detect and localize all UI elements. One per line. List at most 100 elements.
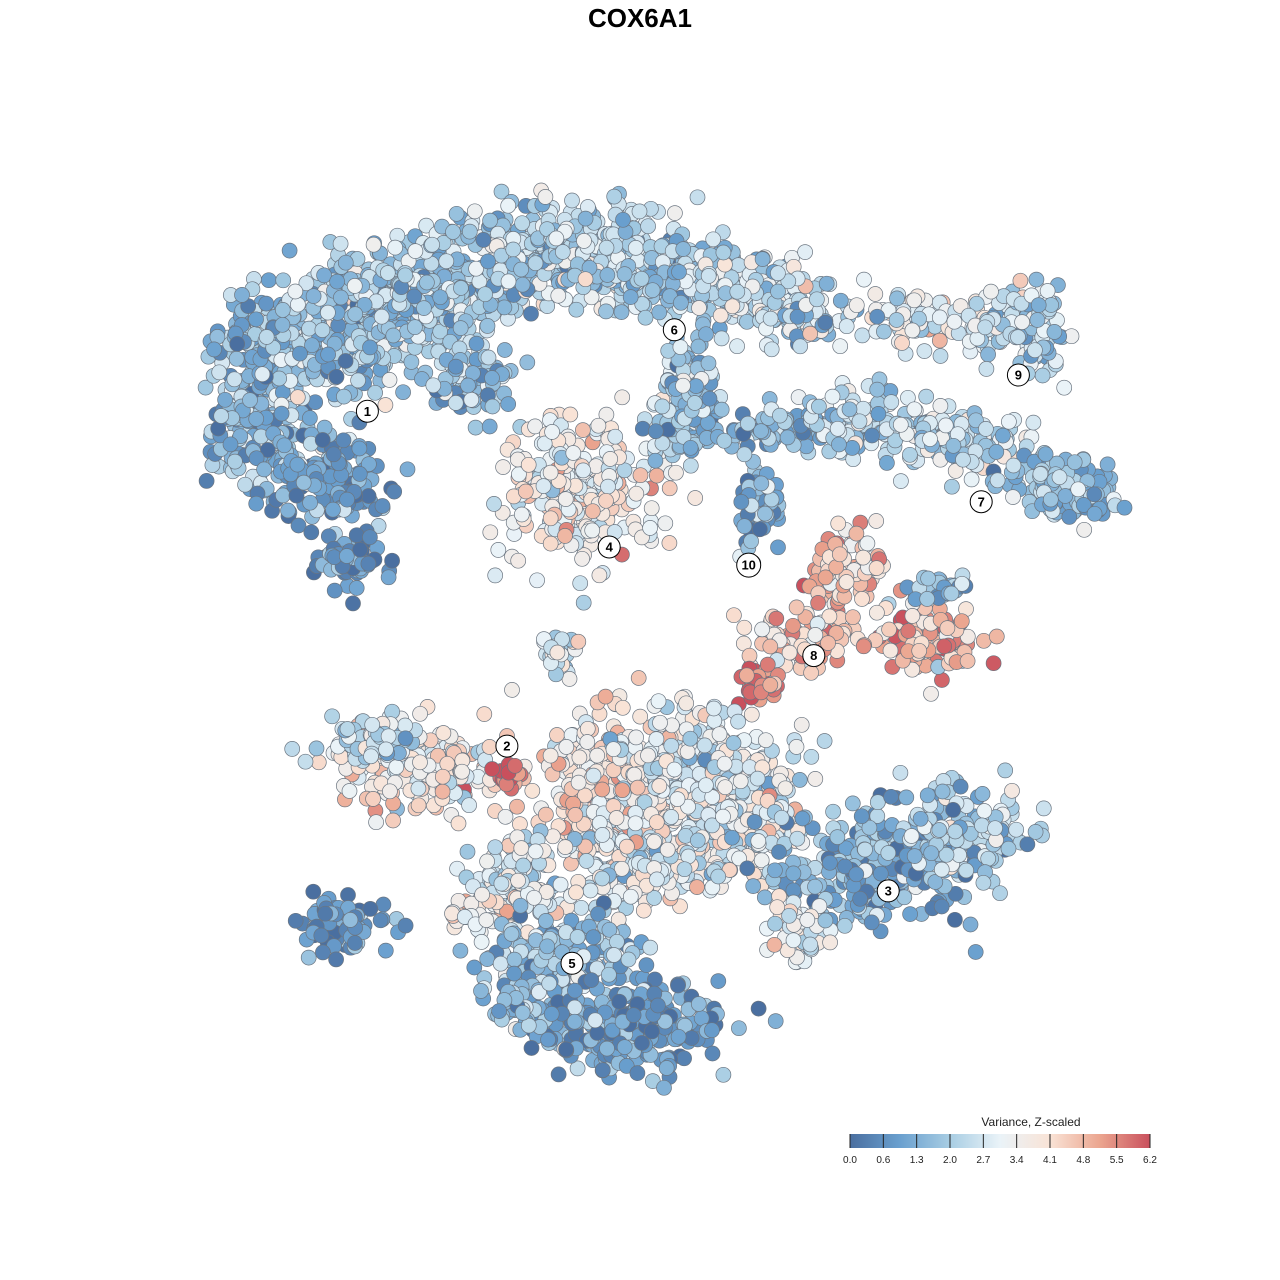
data-point bbox=[661, 480, 678, 497]
data-point bbox=[373, 308, 390, 325]
data-point bbox=[743, 706, 760, 723]
data-point bbox=[750, 833, 767, 849]
data-point bbox=[1014, 314, 1030, 330]
data-point bbox=[237, 476, 253, 493]
data-point bbox=[882, 642, 899, 659]
data-point bbox=[382, 783, 398, 800]
data-point bbox=[689, 879, 705, 895]
data-point bbox=[919, 591, 936, 607]
data-point bbox=[716, 432, 733, 449]
data-point bbox=[527, 843, 544, 860]
data-point bbox=[939, 620, 956, 636]
data-point bbox=[811, 398, 827, 415]
data-point bbox=[500, 197, 517, 214]
data-point bbox=[615, 211, 631, 228]
data-point bbox=[316, 267, 332, 284]
data-point bbox=[275, 272, 292, 289]
data-point bbox=[762, 677, 779, 693]
data-point bbox=[650, 693, 667, 710]
data-point bbox=[410, 780, 427, 797]
data-point bbox=[564, 192, 580, 209]
data-point bbox=[931, 332, 948, 349]
data-point bbox=[1099, 456, 1116, 473]
data-point bbox=[931, 309, 948, 326]
data-point bbox=[770, 539, 786, 556]
data-point bbox=[337, 353, 354, 369]
data-point bbox=[705, 231, 722, 248]
data-point bbox=[672, 339, 689, 355]
data-point bbox=[851, 413, 868, 430]
data-point bbox=[410, 797, 427, 814]
data-point bbox=[510, 552, 527, 569]
data-point bbox=[298, 275, 315, 292]
data-point bbox=[637, 309, 654, 326]
data-point bbox=[480, 253, 496, 270]
data-point bbox=[668, 464, 684, 481]
data-point bbox=[335, 432, 352, 449]
data-point bbox=[682, 730, 699, 747]
data-point bbox=[350, 372, 366, 389]
data-point bbox=[820, 635, 836, 651]
data-point bbox=[495, 459, 511, 475]
data-point bbox=[606, 188, 623, 205]
data-point bbox=[978, 421, 994, 437]
data-point bbox=[631, 203, 648, 220]
data-point bbox=[945, 437, 962, 454]
data-point bbox=[922, 431, 938, 447]
data-point bbox=[535, 478, 552, 494]
data-point bbox=[538, 806, 554, 823]
data-point bbox=[635, 902, 652, 919]
data-point bbox=[736, 446, 753, 463]
data-point bbox=[445, 224, 461, 240]
data-point bbox=[484, 370, 500, 386]
data-point bbox=[944, 478, 960, 495]
data-point bbox=[594, 870, 611, 887]
data-point bbox=[911, 642, 928, 659]
data-point bbox=[211, 364, 228, 381]
data-point bbox=[542, 535, 559, 552]
data-point bbox=[412, 705, 428, 722]
data-point bbox=[955, 451, 971, 468]
data-point bbox=[487, 839, 504, 856]
data-point bbox=[328, 368, 345, 385]
data-point bbox=[325, 446, 342, 463]
data-point bbox=[679, 743, 696, 760]
data-point bbox=[598, 239, 615, 256]
data-point bbox=[855, 638, 872, 655]
data-point bbox=[1028, 271, 1045, 288]
data-point bbox=[338, 548, 355, 564]
data-point bbox=[1005, 489, 1021, 505]
chart-title: COX6A1 bbox=[588, 3, 692, 33]
data-point bbox=[226, 371, 243, 388]
data-point bbox=[807, 771, 824, 787]
data-point bbox=[838, 574, 855, 590]
data-point bbox=[594, 827, 611, 843]
data-point bbox=[367, 384, 383, 401]
data-point bbox=[480, 349, 497, 366]
data-point bbox=[387, 239, 404, 256]
data-point bbox=[724, 298, 741, 315]
data-point bbox=[985, 655, 1002, 672]
data-point bbox=[537, 189, 554, 205]
data-point bbox=[781, 644, 798, 661]
data-point bbox=[785, 617, 801, 634]
data-point bbox=[303, 524, 320, 541]
data-point bbox=[829, 420, 846, 437]
data-point bbox=[575, 594, 592, 611]
data-point bbox=[585, 767, 602, 784]
data-point bbox=[867, 286, 884, 302]
data-point bbox=[647, 452, 664, 469]
data-point bbox=[302, 410, 318, 426]
data-point bbox=[675, 377, 691, 394]
data-point bbox=[855, 549, 872, 566]
data-point bbox=[832, 338, 849, 355]
data-point bbox=[557, 839, 574, 855]
data-point bbox=[362, 529, 378, 546]
data-point bbox=[584, 522, 601, 539]
data-point bbox=[817, 314, 834, 331]
data-point bbox=[777, 780, 794, 797]
data-point bbox=[424, 236, 440, 253]
data-point bbox=[916, 343, 933, 359]
data-point bbox=[673, 294, 689, 311]
data-point bbox=[818, 275, 835, 292]
